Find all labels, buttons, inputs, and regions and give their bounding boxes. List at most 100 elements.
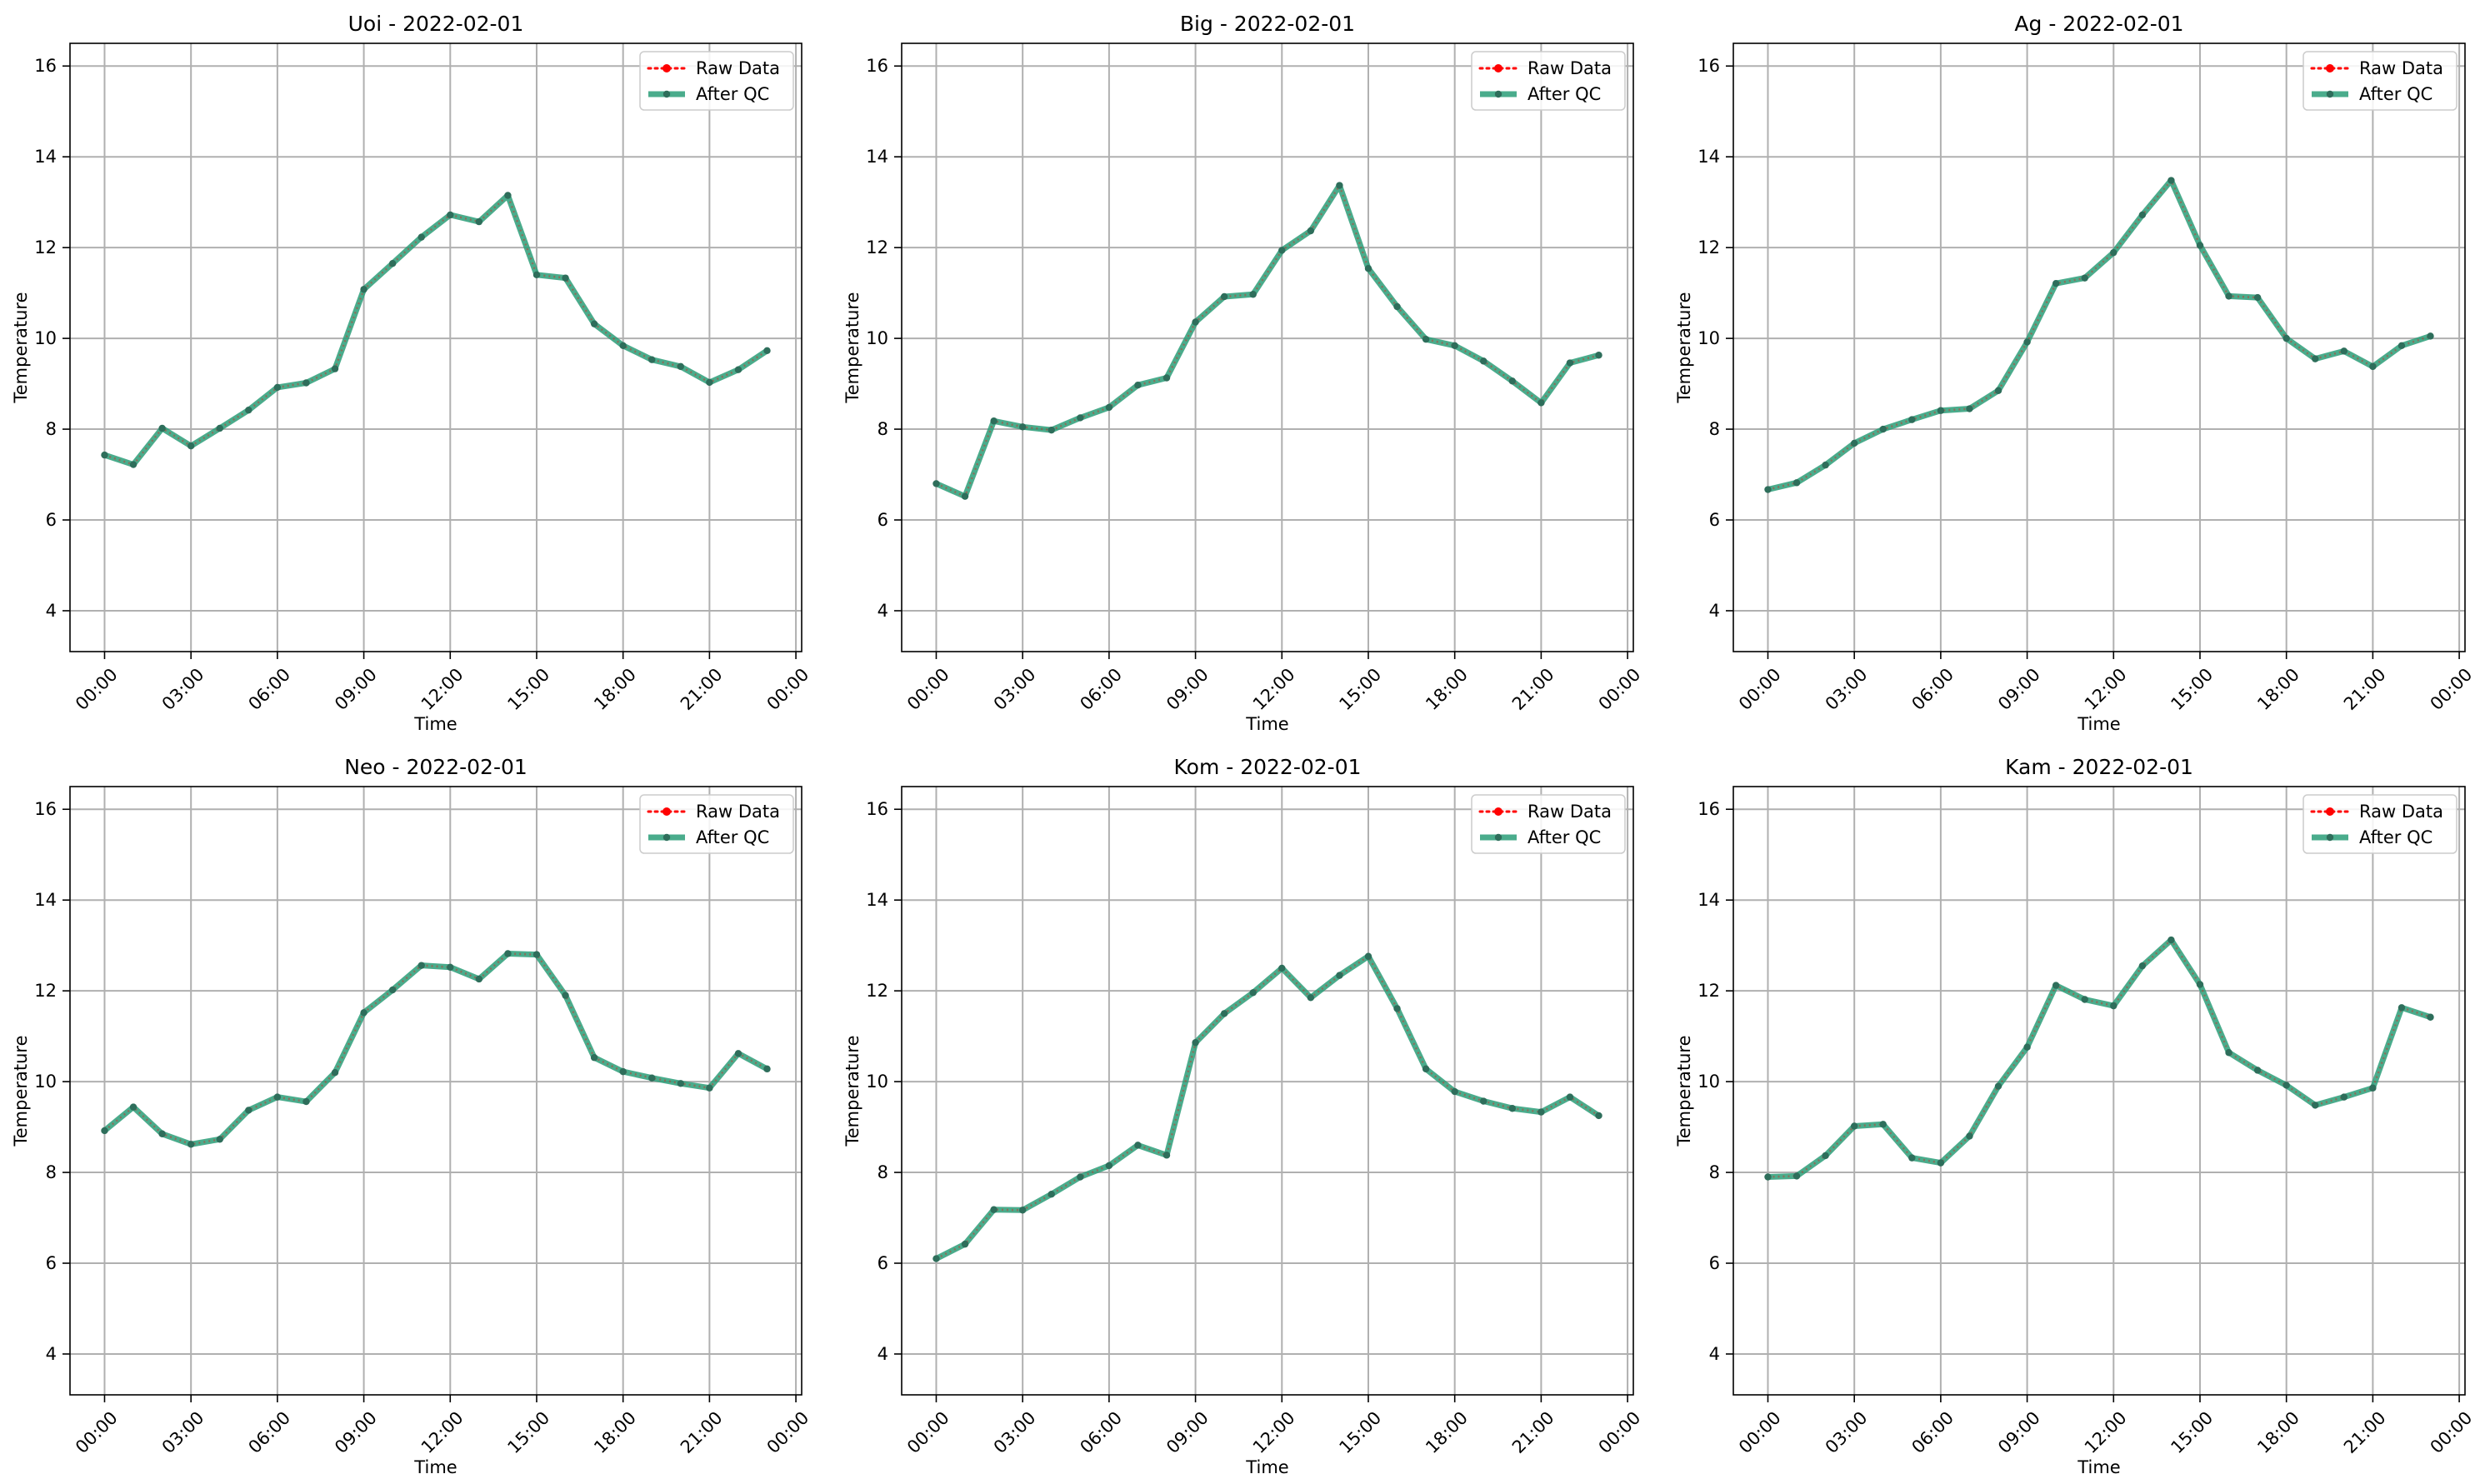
- series-line-raw-data: [935, 954, 1600, 1260]
- data-point: [1508, 377, 1517, 385]
- data-point: [302, 1097, 310, 1106]
- y-tick-label: 6: [1709, 1253, 1720, 1273]
- data-point: [2110, 248, 2118, 257]
- data-point: [562, 274, 569, 282]
- legend-marker-after-qc: [1494, 90, 1502, 98]
- data-point: [504, 950, 512, 957]
- y-tick-label: 10: [866, 1072, 888, 1092]
- y-tick-label: 8: [1709, 1162, 1720, 1182]
- data-point: [619, 1067, 627, 1076]
- axes-frame: [1732, 42, 2466, 652]
- x-tick-label: 00:00: [2427, 1407, 2477, 1457]
- data-point: [763, 347, 771, 355]
- legend-marker-raw-data: [2326, 807, 2334, 816]
- legend-marker-raw-data: [1494, 64, 1502, 72]
- data-point: [1336, 182, 1343, 189]
- data-point: [1422, 1065, 1430, 1073]
- data-point: [1336, 972, 1343, 979]
- x-tick-label: 15:00: [1335, 1407, 1385, 1457]
- data-point: [1994, 1082, 2002, 1090]
- y-tick-label: 16: [34, 799, 57, 819]
- axes-frame: [69, 786, 802, 1396]
- data-point: [648, 1074, 656, 1082]
- data-point: [273, 1093, 282, 1101]
- data-point: [2398, 1004, 2406, 1012]
- chart-panel-4: 00:00 03:00 06:00 09:00 12:00 15:00 18:00 21:00…: [11, 755, 812, 1477]
- x-tick-label: 00:00: [903, 1407, 953, 1457]
- chart-title: Uoi - 2022-02-01: [348, 12, 524, 36]
- y-axis-label: Temperature: [842, 292, 862, 403]
- legend-marker-after-qc: [1494, 833, 1502, 842]
- chart-title: Ag - 2022-02-01: [2014, 12, 2183, 36]
- data-point: [1307, 227, 1315, 235]
- data-point: [1018, 1207, 1027, 1214]
- y-tick-label: 10: [866, 328, 888, 348]
- x-tick-label: 06:00: [1076, 664, 1126, 714]
- axes-frame: [1732, 786, 2466, 1396]
- data-point: [1480, 1097, 1488, 1105]
- data-point: [187, 442, 195, 450]
- y-tick-label: 14: [1698, 890, 1720, 910]
- data-point: [388, 986, 397, 994]
- data-point: [2282, 1082, 2290, 1089]
- data-point: [2081, 274, 2088, 282]
- y-tick-label: 6: [46, 1253, 57, 1273]
- x-tick-label: 03:00: [1822, 664, 1872, 714]
- y-tick-label: 14: [34, 890, 57, 910]
- x-tick-label: 12:00: [1249, 1407, 1299, 1457]
- data-point: [2138, 962, 2147, 970]
- data-point: [447, 211, 454, 219]
- data-point: [273, 383, 282, 392]
- data-point: [1566, 1093, 1574, 1101]
- data-point: [1879, 425, 1887, 433]
- data-point: [677, 362, 685, 371]
- y-tick-label: 4: [878, 601, 888, 621]
- data-point: [1764, 1173, 1772, 1181]
- x-tick-label: 00:00: [1595, 664, 1645, 714]
- chart-panel-6: 00:00 03:00 06:00 09:00 12:00 15:00 18:00 21:00…: [1674, 755, 2476, 1477]
- x-tick-label: 03:00: [158, 1407, 208, 1457]
- data-point: [1764, 486, 1772, 493]
- x-tick-label: 03:00: [990, 664, 1040, 714]
- y-tick-label: 8: [1709, 419, 1720, 439]
- data-point: [1451, 342, 1458, 350]
- y-tick-label: 16: [866, 799, 888, 819]
- legend-label-after-qc: After QC: [1528, 84, 1601, 104]
- data-point: [1048, 426, 1055, 434]
- data-point: [1220, 292, 1228, 301]
- legend-label-after-qc: After QC: [696, 84, 769, 104]
- x-axis-label: Time: [2077, 1457, 2120, 1477]
- data-point: [1278, 247, 1286, 254]
- y-axis-label: Temperature: [11, 1035, 31, 1147]
- data-point: [2369, 1084, 2377, 1092]
- data-point: [504, 192, 512, 199]
- series-line-raw-data: [1768, 178, 2431, 491]
- data-point: [1105, 1162, 1113, 1170]
- data-point: [418, 962, 425, 969]
- data-point: [1364, 265, 1372, 272]
- data-point: [590, 1054, 598, 1062]
- data-point: [1077, 414, 1084, 422]
- data-point: [129, 1103, 138, 1111]
- legend-label-raw-data: Raw Data: [696, 802, 780, 822]
- data-point: [1822, 461, 1829, 469]
- x-axis-label: Time: [413, 1457, 457, 1477]
- data-point: [475, 975, 483, 983]
- data-point: [2312, 1102, 2319, 1109]
- chart-title: Kam - 2022-02-01: [2005, 755, 2193, 779]
- x-tick-label: 00:00: [903, 664, 953, 714]
- data-point: [1792, 479, 1801, 487]
- data-point: [1538, 399, 1545, 407]
- x-tick-label: 21:00: [677, 664, 727, 714]
- data-point: [619, 342, 627, 350]
- y-axis-label: Temperature: [11, 292, 31, 403]
- y-tick-label: 6: [878, 510, 888, 530]
- x-tick-label: 03:00: [158, 664, 208, 714]
- x-tick-label: 00:00: [763, 664, 813, 714]
- data-point: [763, 1065, 771, 1073]
- data-point: [677, 1080, 685, 1087]
- x-tick-label: 09:00: [1994, 664, 2044, 714]
- data-point: [2168, 177, 2175, 184]
- y-tick-label: 4: [46, 1344, 57, 1364]
